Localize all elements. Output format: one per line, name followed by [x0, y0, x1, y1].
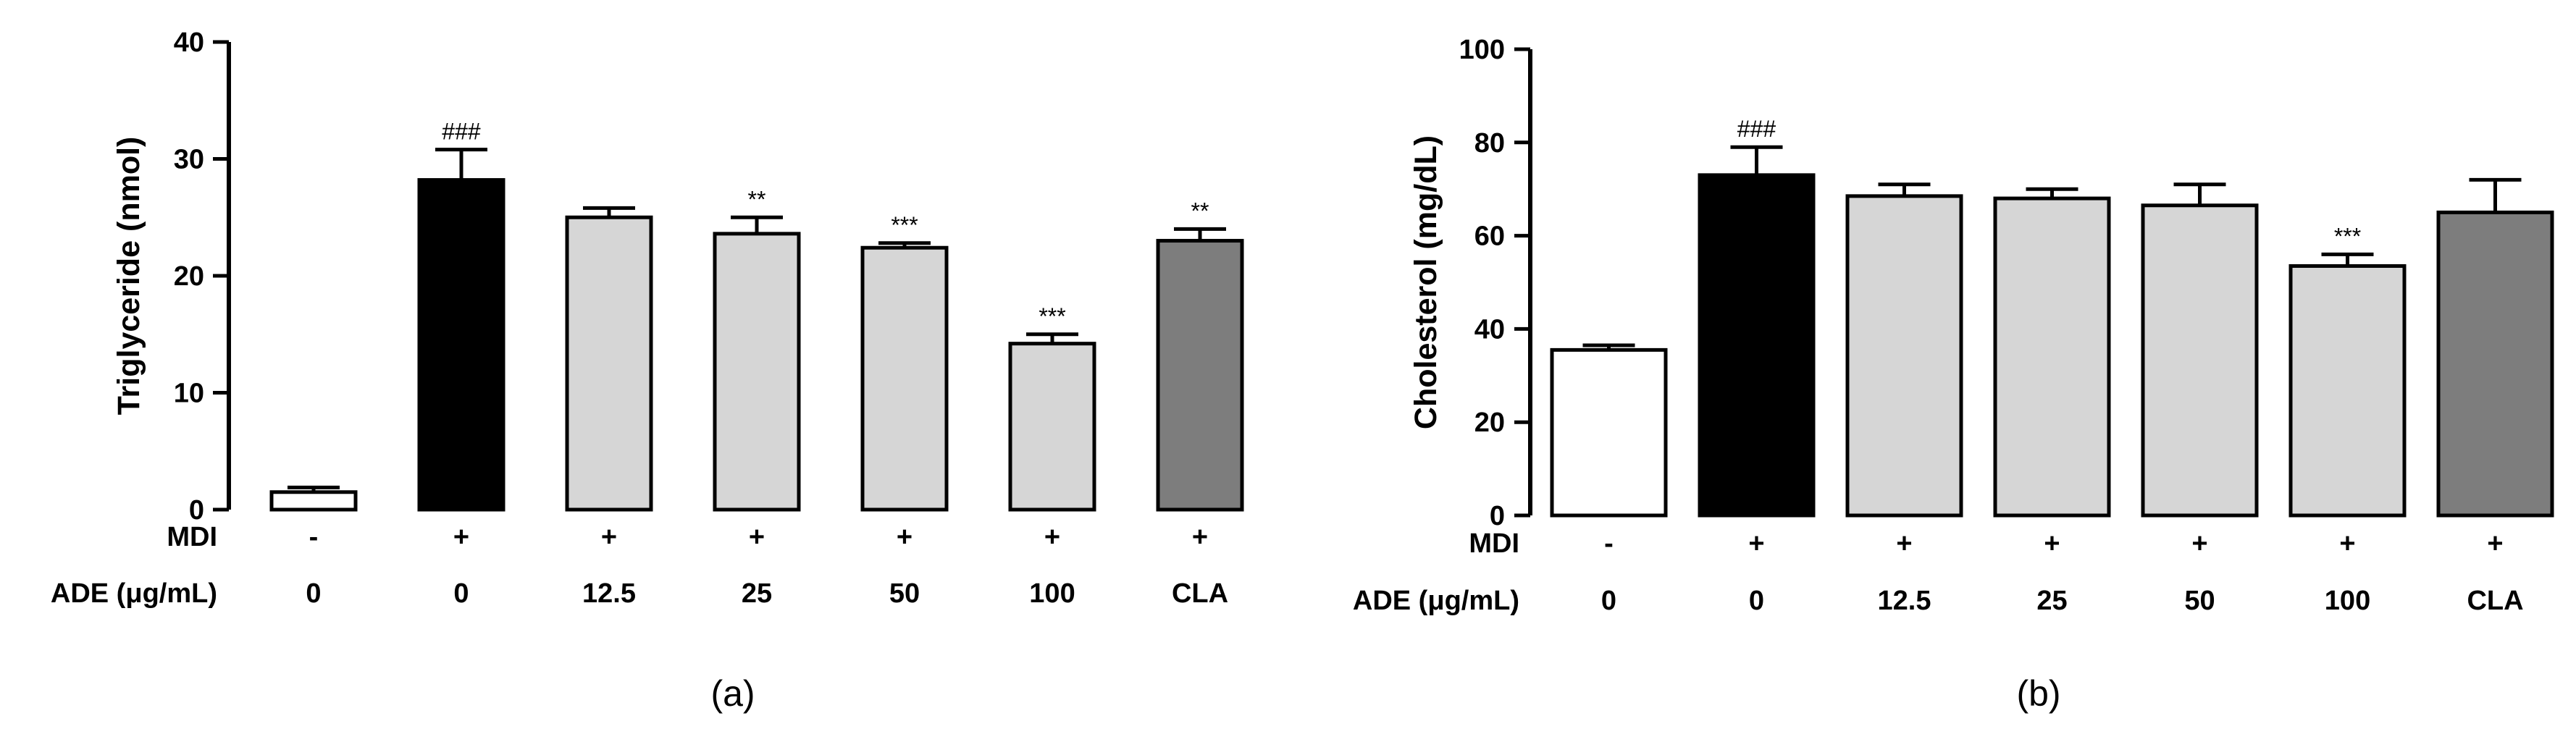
y-axis-title-a: Triglyceride (nmol)	[112, 137, 146, 416]
bar-a	[1008, 342, 1096, 512]
bar-a	[860, 245, 949, 512]
ade-value-a: 100	[1029, 578, 1075, 609]
significance-label-a: **	[1191, 198, 1209, 224]
mdi-value-a: +	[601, 522, 617, 552]
y-tick-label-b: 100	[1459, 35, 1505, 65]
ade-value-a: 0	[306, 578, 321, 609]
bar-a	[565, 215, 653, 512]
y-tick-label-b: 60	[1474, 222, 1505, 252]
y-tick-label-b: 80	[1474, 128, 1505, 159]
bar-a	[417, 178, 505, 512]
bar-b	[1550, 347, 1668, 518]
ade-value-a: 50	[889, 578, 920, 609]
bar-a	[713, 232, 801, 512]
y-tick-label-b: 0	[1490, 501, 1505, 531]
y-tick-label-b: 40	[1474, 314, 1505, 345]
ade-value-b: 12.5	[1878, 586, 1931, 616]
panel-label-a: (a)	[710, 673, 755, 714]
panel-a-triglyceride-chart: 0 10 20 30 40 Triglyceride (nmol) - 0 ### +0 +12.5…	[51, 28, 1244, 714]
ade-value-a: 0	[453, 578, 469, 609]
panel-label-b: (b)	[2016, 673, 2060, 714]
y-axis-title-b: Cholesterol (mg/dL)	[1409, 135, 1443, 429]
ade-value-b: CLA	[2467, 586, 2523, 616]
significance-label-b: ***	[2334, 223, 2361, 249]
row-label-mdi-b: MDI	[1469, 528, 1519, 559]
ade-value-b: 50	[2184, 586, 2215, 616]
significance-label-a: ***	[1039, 303, 1065, 329]
row-label-ade-b: ADE (μg/mL)	[1353, 586, 1519, 616]
mdi-value-a: +	[897, 522, 912, 552]
bar-b	[2288, 264, 2407, 518]
bar-b	[1845, 194, 1963, 518]
significance-label-a: **	[748, 186, 766, 212]
y-tick-label-b: 20	[1474, 408, 1505, 438]
mdi-value-b: +	[2191, 528, 2207, 559]
mdi-value-b: +	[1748, 528, 1764, 559]
ade-value-a: CLA	[1172, 578, 1228, 609]
ade-value-b: 100	[2325, 586, 2370, 616]
ade-value-b: 25	[2036, 586, 2067, 616]
row-label-ade-a: ADE (μg/mL)	[51, 578, 217, 609]
mdi-value-b: +	[2339, 528, 2355, 559]
mdi-value-a: +	[1192, 522, 1208, 552]
mdi-value-b: -	[1604, 528, 1614, 559]
significance-label-b: ###	[1737, 116, 1776, 142]
ade-value-a: 12.5	[582, 578, 636, 609]
ade-value-b: 0	[1601, 586, 1616, 616]
y-tick-label-a: 30	[174, 145, 204, 175]
bar-b	[2141, 203, 2259, 518]
y-tick-label-a: 10	[174, 379, 204, 409]
y-tick-label-a: 40	[174, 28, 204, 58]
significance-label-a: ###	[442, 119, 481, 145]
bar-a	[269, 490, 358, 512]
ade-value-a: 25	[742, 578, 772, 609]
y-tick-label-a: 20	[174, 261, 204, 292]
mdi-value-a: +	[453, 522, 469, 552]
bar-b	[1698, 173, 1816, 518]
mdi-value-a: +	[749, 522, 765, 552]
significance-label-a: ***	[891, 212, 918, 238]
row-label-mdi-a: MDI	[167, 522, 217, 552]
bar-b	[2436, 210, 2554, 518]
mdi-value-a: +	[1044, 522, 1060, 552]
mdi-value-b: +	[2487, 528, 2503, 559]
bar-b	[1993, 196, 2111, 518]
panel-b-cholesterol-chart: 0 20 40 60 80 100 Cholesterol (mg/dL) - 0 ### +0 +1…	[1353, 35, 2554, 714]
mdi-value-a: -	[309, 522, 319, 552]
bar-a	[1156, 239, 1244, 512]
y-tick-label-a: 0	[189, 495, 204, 526]
mdi-value-b: +	[1896, 528, 1912, 559]
ade-value-b: 0	[1749, 586, 1764, 616]
mdi-value-b: +	[2044, 528, 2060, 559]
